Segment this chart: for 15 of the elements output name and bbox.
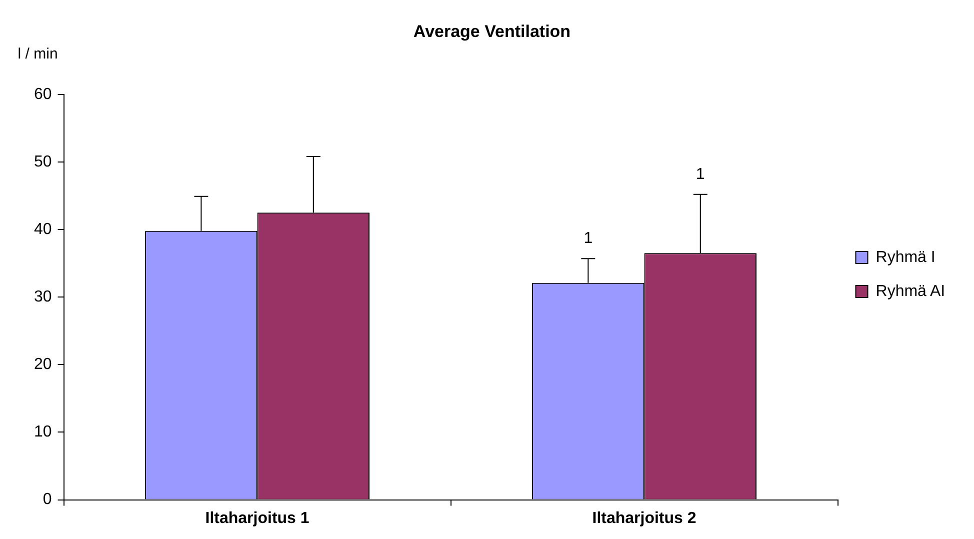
y-tick-label: 20: [34, 356, 52, 374]
annotation: 1: [584, 230, 593, 247]
y-axis-title: l / min: [18, 46, 58, 63]
legend-label: Ryhmä I: [876, 248, 936, 266]
y-tick-label: 50: [34, 153, 52, 170]
x-tick-label: Iltaharjoitus 1: [205, 510, 310, 527]
y-tick-label: 40: [34, 220, 52, 238]
chart-title: Average Ventilation: [413, 22, 571, 41]
legend-label: Ryhmä AI: [876, 282, 946, 300]
y-tick-label: 30: [34, 288, 52, 306]
y-tick-label: 60: [34, 86, 52, 103]
y-tick-label: 0: [42, 491, 52, 508]
y-tick-label: 10: [34, 424, 52, 441]
x-tick-label: Iltaharjoitus 2: [592, 510, 696, 527]
annotation: 1: [696, 166, 705, 183]
